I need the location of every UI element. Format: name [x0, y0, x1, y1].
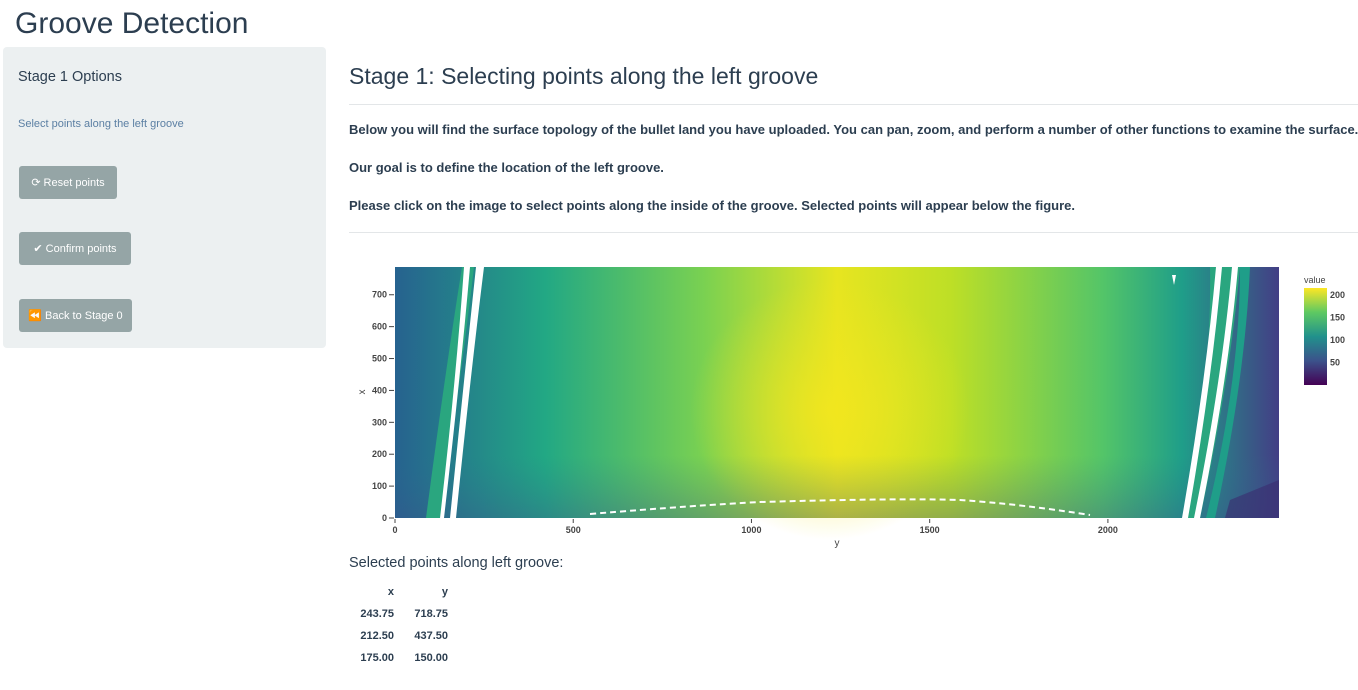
reset-points-button[interactable]: ⟳ Reset points	[19, 166, 117, 199]
y-tick-label: 500	[372, 354, 387, 364]
back-to-stage-0-label: Back to Stage 0	[45, 309, 123, 322]
cell-x: 212.50	[360, 630, 394, 642]
confirm-points-label: Confirm points	[45, 242, 117, 255]
backward-icon: ⏪	[28, 310, 43, 322]
dark-corner	[1225, 480, 1279, 518]
x-axis: 0 500 1000 1500 2000	[392, 519, 1118, 535]
x-tick-label: 1500	[920, 525, 940, 535]
bottom-edge-noise	[589, 498, 1091, 516]
cell-y: 150.00	[414, 652, 448, 664]
instruction-paragraph: Please click on the image to select poin…	[349, 198, 1075, 213]
table-row: 243.75 718.75	[351, 603, 448, 625]
reset-points-label: Reset points	[43, 176, 105, 189]
stage-title: Stage 1: Selecting points along the left…	[349, 63, 819, 89]
surface-shade	[395, 267, 1279, 518]
y-tick-label: 400	[372, 385, 387, 395]
divider	[349, 232, 1358, 233]
app-title: Groove Detection	[15, 7, 249, 40]
colorbar-tick-label: 100	[1330, 335, 1345, 345]
colorbar-tick-label: 50	[1330, 357, 1340, 367]
table-header-row: x y	[351, 581, 448, 603]
right-groove-gap	[1194, 267, 1238, 518]
refresh-icon: ⟳	[31, 177, 41, 189]
left-groove-gap	[440, 267, 470, 518]
back-to-stage-0-button[interactable]: ⏪ Back to Stage 0	[19, 299, 132, 332]
sidebar-panel: Stage 1 Options Select points along the …	[3, 47, 326, 348]
x-tick-label: 2000	[1098, 525, 1118, 535]
heatmap-area[interactable]	[395, 267, 1279, 540]
y-axis: 0 100 200 300 400 500 600 700	[372, 290, 394, 523]
divider	[349, 104, 1358, 105]
y-tick-label: 700	[372, 290, 387, 300]
sidebar-title: Stage 1 Options	[18, 69, 122, 85]
column-header-x: x	[387, 586, 394, 598]
goal-paragraph: Our goal is to define the location of th…	[349, 160, 664, 175]
y-tick-label: 100	[372, 481, 387, 491]
cell-y: 718.75	[414, 608, 448, 620]
colorbar-tick-label: 200	[1330, 290, 1345, 300]
right-groove-gap	[1182, 267, 1222, 518]
y-tick-label: 600	[372, 322, 387, 332]
x-tick-label: 0	[392, 525, 397, 535]
left-groove-gap	[450, 267, 484, 518]
colorbar	[1304, 288, 1327, 385]
table-row: 212.50 437.50	[351, 625, 448, 647]
right-groove-band	[1206, 267, 1250, 518]
x-tick-label: 1000	[741, 525, 761, 535]
y-tick-label: 300	[372, 417, 387, 427]
y-tick-label: 0	[382, 513, 387, 523]
y-axis-label: x	[357, 390, 368, 395]
x-tick-label: 500	[566, 525, 581, 535]
selected-points-table: x y 243.75 718.75 212.50 437.50 175.00 1…	[351, 581, 448, 669]
y-tick-label: 200	[372, 449, 387, 459]
sidebar-instruction: Select points along the left groove	[18, 118, 184, 130]
colorbar-tick-label: 150	[1330, 312, 1345, 322]
noise-mark	[1172, 275, 1176, 285]
colorbar-ticks: 50 100 150 200	[1330, 290, 1345, 368]
check-icon: ✔	[33, 243, 43, 255]
selected-points-title: Selected points along left groove:	[349, 555, 564, 571]
intro-paragraph: Below you will find the surface topology…	[349, 122, 1358, 137]
cell-y: 437.50	[414, 630, 448, 642]
table-row: 175.00 150.00	[351, 647, 448, 669]
column-header-y: y	[441, 586, 448, 598]
colorbar-title: value	[1304, 275, 1326, 285]
cell-x: 243.75	[360, 608, 394, 620]
confirm-points-button[interactable]: ✔ Confirm points	[19, 232, 131, 265]
x-axis-label: y	[835, 538, 840, 549]
cell-x: 175.00	[360, 652, 394, 664]
